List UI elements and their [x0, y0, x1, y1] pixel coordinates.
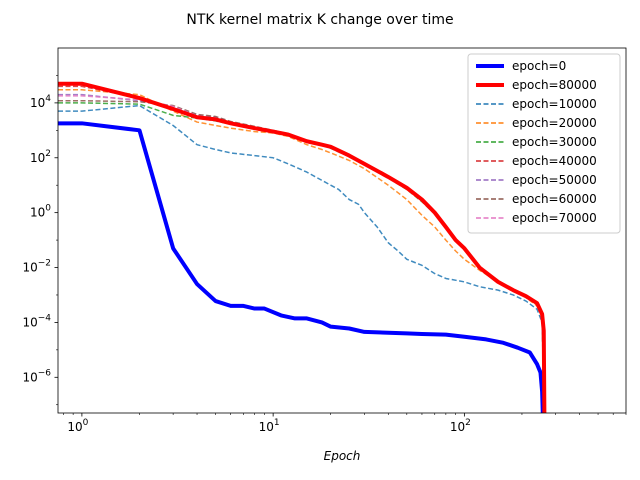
- legend-label: epoch=80000: [512, 78, 597, 92]
- y-tick-exponent: −6: [38, 368, 52, 378]
- x-axis-label: Epoch: [324, 449, 361, 463]
- y-tick-label: 10−6: [22, 368, 51, 384]
- legend-label: epoch=0: [512, 59, 566, 73]
- y-tick-label: 100: [30, 204, 51, 220]
- y-tick-label: 10−4: [22, 313, 51, 329]
- chart-title: NTK kernel matrix K change over time: [186, 12, 453, 28]
- y-tick-exponent: 0: [45, 204, 51, 214]
- y-tick-base: 10: [30, 206, 45, 220]
- legend-label: epoch=50000: [512, 173, 597, 187]
- y-tick-label: 10−2: [22, 259, 51, 275]
- y-tick-exponent: 2: [45, 149, 51, 159]
- x-tick-exponent: 2: [465, 418, 471, 428]
- x-tick-base: 10: [450, 420, 465, 434]
- legend-label: epoch=40000: [512, 154, 597, 168]
- legend-label: epoch=10000: [512, 97, 597, 111]
- plot-frame: [57, 47, 627, 414]
- legend-label: epoch=60000: [512, 192, 597, 206]
- series-layer: [58, 81, 547, 413]
- x-tick-base: 10: [259, 420, 274, 434]
- y-tick-exponent: −4: [38, 313, 52, 323]
- legend-label: epoch=20000: [512, 116, 597, 130]
- y-tick-base: 10: [30, 151, 45, 165]
- x-tick-base: 10: [67, 420, 82, 434]
- x-tick-label: 101: [259, 418, 280, 434]
- y-tick-base: 10: [22, 261, 37, 275]
- legend-box: [467, 53, 621, 234]
- series-line-epoch-80000: [58, 81, 547, 413]
- y-tick-label: 102: [30, 149, 51, 165]
- legend: epoch=0 epoch=80000 epoch=10000 epoch=20000…: [467, 53, 621, 234]
- y-tick-label: 104: [30, 94, 51, 110]
- y-tick-base: 10: [30, 96, 45, 110]
- y-tick-exponent: −2: [38, 259, 51, 269]
- x-tick-exponent: 0: [83, 418, 89, 428]
- y-tick-exponent: 4: [45, 94, 51, 104]
- x-tick-exponent: 1: [274, 418, 280, 428]
- y-tick-base: 10: [22, 370, 37, 384]
- series-line-epoch-10000: [58, 104, 546, 413]
- x-tick-label: 102: [450, 418, 471, 434]
- legend-label: epoch=30000: [512, 135, 597, 149]
- x-tick-label: 100: [67, 418, 88, 434]
- y-tick-base: 10: [22, 315, 37, 329]
- series-line-epoch-0: [58, 121, 545, 413]
- legend-label: epoch=70000: [512, 211, 597, 225]
